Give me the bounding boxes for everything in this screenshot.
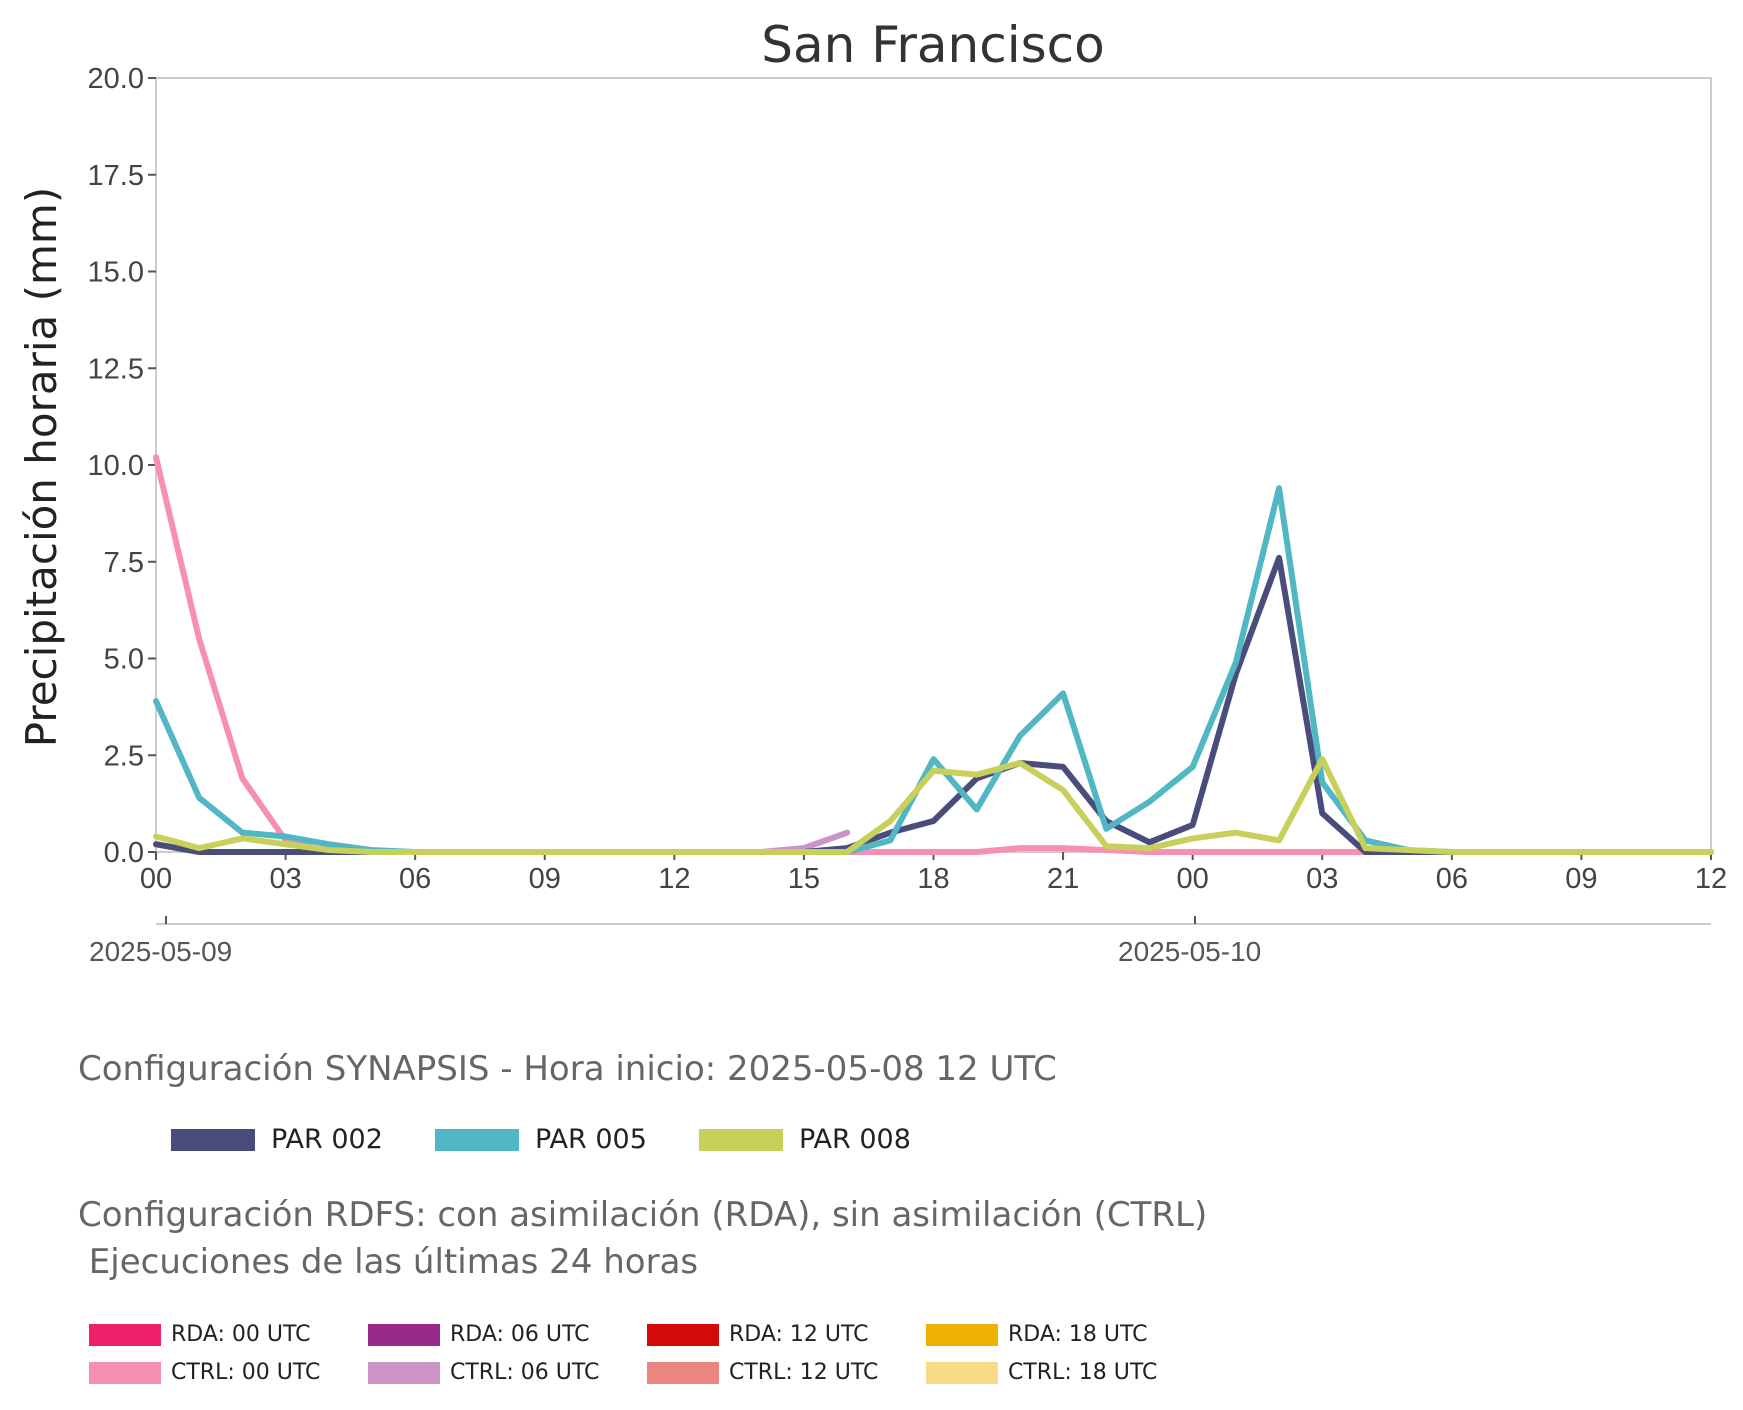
legend-label: RDA: 12 UTC: [729, 1322, 869, 1347]
legend-ctrl-12: CTRL: 12 UTC: [647, 1360, 878, 1385]
x-tick-label: 00: [1177, 863, 1209, 895]
x-tick-label: 15: [788, 863, 820, 895]
date-axis: 2025-05-09 2025-05-10: [89, 916, 1711, 967]
series-lines: [153, 454, 1714, 855]
legend-swatch: [368, 1361, 440, 1384]
legend-label: RDA: 00 UTC: [171, 1322, 311, 1347]
legend-rda-06: RDA: 06 UTC: [368, 1322, 590, 1347]
x-tick-label: 03: [269, 863, 301, 895]
legend-swatch: [89, 1323, 161, 1346]
legend-rda-18: RDA: 18 UTC: [926, 1322, 1148, 1347]
legend-swatch: [435, 1128, 519, 1151]
legend-label: PAR 005: [535, 1124, 647, 1155]
y-tick-label: 7.5: [104, 547, 144, 579]
legend-swatch: [699, 1128, 783, 1151]
chart-title: San Francisco: [761, 16, 1104, 74]
y-tick-label: 10.0: [88, 450, 144, 482]
legend-label: PAR 008: [799, 1124, 911, 1155]
legend-ctrl-18: CTRL: 18 UTC: [926, 1360, 1157, 1385]
series-par-005-line: [153, 485, 1714, 855]
y-axis-label: Precipitación horaria (mm): [17, 187, 66, 747]
legend-label: PAR 002: [271, 1124, 383, 1155]
y-tick-label: 12.5: [88, 353, 144, 385]
legend-ctrl-00: CTRL: 00 UTC: [89, 1360, 320, 1385]
legend-swatch: [368, 1323, 440, 1346]
x-tick-label: 21: [1047, 863, 1079, 895]
series-par-002-line: [153, 554, 1714, 855]
x-tick-label: 09: [529, 863, 561, 895]
y-tick-label: 17.5: [88, 160, 144, 192]
x-tick-label: 03: [1306, 863, 1338, 895]
y-tick-label: 20.0: [88, 63, 144, 95]
x-tick-label: 00: [140, 863, 172, 895]
legend-swatch: [926, 1323, 998, 1346]
date-label-1: 2025-05-10: [1118, 936, 1261, 967]
legend-rda-12: RDA: 12 UTC: [647, 1322, 869, 1347]
y-tick-label: 0.0: [104, 837, 144, 869]
legend-label: RDA: 06 UTC: [450, 1322, 590, 1347]
legend-par-002: PAR 002: [171, 1124, 383, 1155]
date-label-0: 2025-05-09: [89, 936, 232, 967]
y-tick-label: 15.0: [88, 257, 144, 289]
legend-par-008: PAR 008: [699, 1124, 911, 1155]
legend-label: CTRL: 06 UTC: [450, 1360, 600, 1385]
legend-rda-00: RDA: 00 UTC: [89, 1322, 311, 1347]
legend-swatch: [171, 1128, 255, 1151]
rdfs-heading: Configuración RDFS: con asimilación (RDA…: [78, 1195, 1208, 1282]
legend-label: CTRL: 12 UTC: [729, 1360, 879, 1385]
legend-label: CTRL: 00 UTC: [171, 1360, 321, 1385]
legend-swatch: [926, 1361, 998, 1384]
x-tick-label: 12: [658, 863, 690, 895]
plot-area-frame: [155, 77, 1712, 853]
x-tick-label: 12: [1695, 863, 1727, 895]
legend-swatch: [89, 1361, 161, 1384]
y-tick-label: 5.0: [104, 644, 144, 676]
legend-label: RDA: 18 UTC: [1008, 1322, 1148, 1347]
x-tick-label: 06: [399, 863, 431, 895]
legend-par-005: PAR 005: [435, 1124, 647, 1155]
x-tick-label: 18: [917, 863, 949, 895]
legend-label: CTRL: 18 UTC: [1008, 1360, 1158, 1385]
series-ctrl-00-utc-line: [153, 454, 1369, 855]
legend-swatch: [647, 1323, 719, 1346]
synapsis-heading: Configuración SYNAPSIS - Hora inicio: 20…: [78, 1049, 1057, 1089]
y-tick-label: 2.5: [104, 740, 144, 772]
legend-swatch: [647, 1361, 719, 1384]
precipitation-chart: San Francisco Precipitación horaria (mm)…: [17, 16, 1727, 967]
x-tick-label: 06: [1436, 863, 1468, 895]
y-axis-ticks: 0.0 2.5 5.0 7.5 10.0 12.5 15.0 17.5 20.0: [88, 63, 156, 869]
x-axis-ticks: 00 03 06 09 12 15 18 21 00 03 06 09 12: [140, 852, 1727, 895]
legend-ctrl-06: CTRL: 06 UTC: [368, 1360, 599, 1385]
series-par-008-line: [153, 756, 1714, 855]
x-tick-label: 09: [1565, 863, 1597, 895]
